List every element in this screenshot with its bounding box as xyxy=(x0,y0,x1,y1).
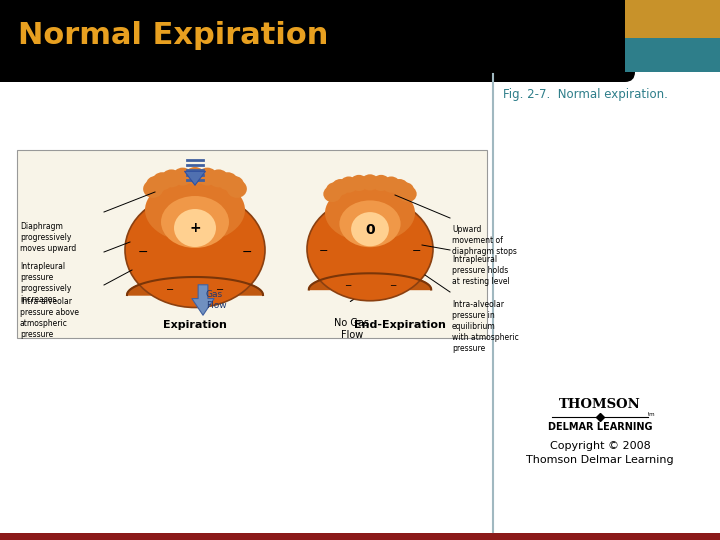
Ellipse shape xyxy=(325,184,415,242)
Ellipse shape xyxy=(307,197,433,301)
Bar xyxy=(625,38,720,72)
Text: Intra-alveolar
pressure in
equilibrium
with atmospheric
pressure: Intra-alveolar pressure in equilibrium w… xyxy=(452,300,518,353)
Text: tm: tm xyxy=(648,413,656,417)
Bar xyxy=(625,0,720,38)
Ellipse shape xyxy=(350,175,368,191)
Text: DELMAR LEARNING: DELMAR LEARNING xyxy=(548,422,652,432)
Text: −: − xyxy=(344,280,351,289)
Text: Intrapleural
pressure
progressively
increases: Intrapleural pressure progressively incr… xyxy=(20,262,71,305)
Text: Upward
movement of
diaphragm stops: Upward movement of diaphragm stops xyxy=(452,225,517,256)
Ellipse shape xyxy=(125,192,265,307)
Text: No Gas
Flow: No Gas Flow xyxy=(335,318,369,340)
Text: Copyright © 2008
Thomson Delmar Learning: Copyright © 2008 Thomson Delmar Learning xyxy=(526,441,674,465)
Text: 0: 0 xyxy=(365,223,375,237)
Text: −: − xyxy=(166,285,174,295)
Ellipse shape xyxy=(173,167,193,186)
Ellipse shape xyxy=(323,186,341,202)
Text: −: − xyxy=(318,246,328,256)
Ellipse shape xyxy=(396,182,414,198)
Polygon shape xyxy=(309,273,431,289)
Text: Intra-alveolar
pressure above
atmospheric
pressure: Intra-alveolar pressure above atmospheri… xyxy=(20,297,79,339)
Bar xyxy=(0,533,720,540)
Ellipse shape xyxy=(339,200,400,247)
Text: −: − xyxy=(216,285,224,295)
Ellipse shape xyxy=(399,186,417,202)
Text: Normal Expiration: Normal Expiration xyxy=(18,22,328,51)
FancyArrowPatch shape xyxy=(184,171,205,185)
Ellipse shape xyxy=(326,182,344,198)
FancyBboxPatch shape xyxy=(0,0,635,82)
Ellipse shape xyxy=(340,177,358,193)
Ellipse shape xyxy=(351,212,389,246)
Text: End-Expiration: End-Expiration xyxy=(354,320,446,330)
Text: Expiration: Expiration xyxy=(163,320,227,330)
Ellipse shape xyxy=(152,172,172,190)
Text: Gas
Flow: Gas Flow xyxy=(206,291,227,310)
Ellipse shape xyxy=(197,167,217,186)
Ellipse shape xyxy=(174,209,216,247)
Text: −: − xyxy=(242,246,252,259)
Ellipse shape xyxy=(227,180,247,198)
Ellipse shape xyxy=(209,170,228,187)
Ellipse shape xyxy=(382,177,400,193)
Ellipse shape xyxy=(185,167,205,185)
Text: −: − xyxy=(412,246,421,256)
Text: Intrapleural
pressure holds
at resting level: Intrapleural pressure holds at resting l… xyxy=(452,255,510,286)
Ellipse shape xyxy=(145,178,245,242)
Text: −: − xyxy=(389,280,396,289)
Text: Diaphragm
progressively
moves upward: Diaphragm progressively moves upward xyxy=(20,222,76,253)
Ellipse shape xyxy=(146,176,166,194)
Ellipse shape xyxy=(372,175,390,191)
Text: +: + xyxy=(189,221,201,235)
Ellipse shape xyxy=(390,179,408,195)
Ellipse shape xyxy=(361,174,379,191)
Text: −: − xyxy=(138,246,148,259)
Polygon shape xyxy=(127,277,263,295)
Bar xyxy=(580,0,630,72)
Ellipse shape xyxy=(224,176,244,194)
Text: Fig. 2-7.  Normal expiration.: Fig. 2-7. Normal expiration. xyxy=(503,88,668,101)
Ellipse shape xyxy=(331,179,349,195)
Ellipse shape xyxy=(161,170,181,187)
Bar xyxy=(17,150,487,338)
Ellipse shape xyxy=(143,180,163,198)
Text: THOMSON: THOMSON xyxy=(559,399,641,411)
Ellipse shape xyxy=(217,172,238,190)
Ellipse shape xyxy=(161,196,229,248)
FancyArrowPatch shape xyxy=(192,285,214,315)
